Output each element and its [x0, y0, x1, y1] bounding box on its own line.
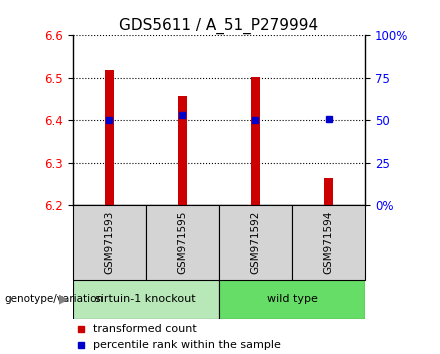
Text: ▶: ▶ — [59, 293, 69, 306]
Bar — [73, 280, 219, 319]
Text: GSM971594: GSM971594 — [324, 211, 334, 274]
Text: genotype/variation: genotype/variation — [4, 294, 103, 304]
Bar — [146, 205, 219, 280]
Bar — [105, 70, 114, 205]
Bar — [324, 178, 333, 205]
Text: GSM971593: GSM971593 — [104, 211, 114, 274]
Text: GSM971592: GSM971592 — [250, 211, 260, 274]
Bar — [251, 76, 260, 205]
Bar — [219, 205, 292, 280]
Text: percentile rank within the sample: percentile rank within the sample — [93, 340, 281, 350]
Bar — [73, 205, 146, 280]
Title: GDS5611 / A_51_P279994: GDS5611 / A_51_P279994 — [119, 18, 319, 34]
Bar — [178, 96, 187, 205]
Text: sirtuin-1 knockout: sirtuin-1 knockout — [95, 294, 196, 304]
Text: wild type: wild type — [267, 294, 318, 304]
Bar — [292, 205, 365, 280]
Bar — [219, 280, 365, 319]
Text: transformed count: transformed count — [93, 324, 197, 333]
Text: GSM971595: GSM971595 — [177, 211, 187, 274]
